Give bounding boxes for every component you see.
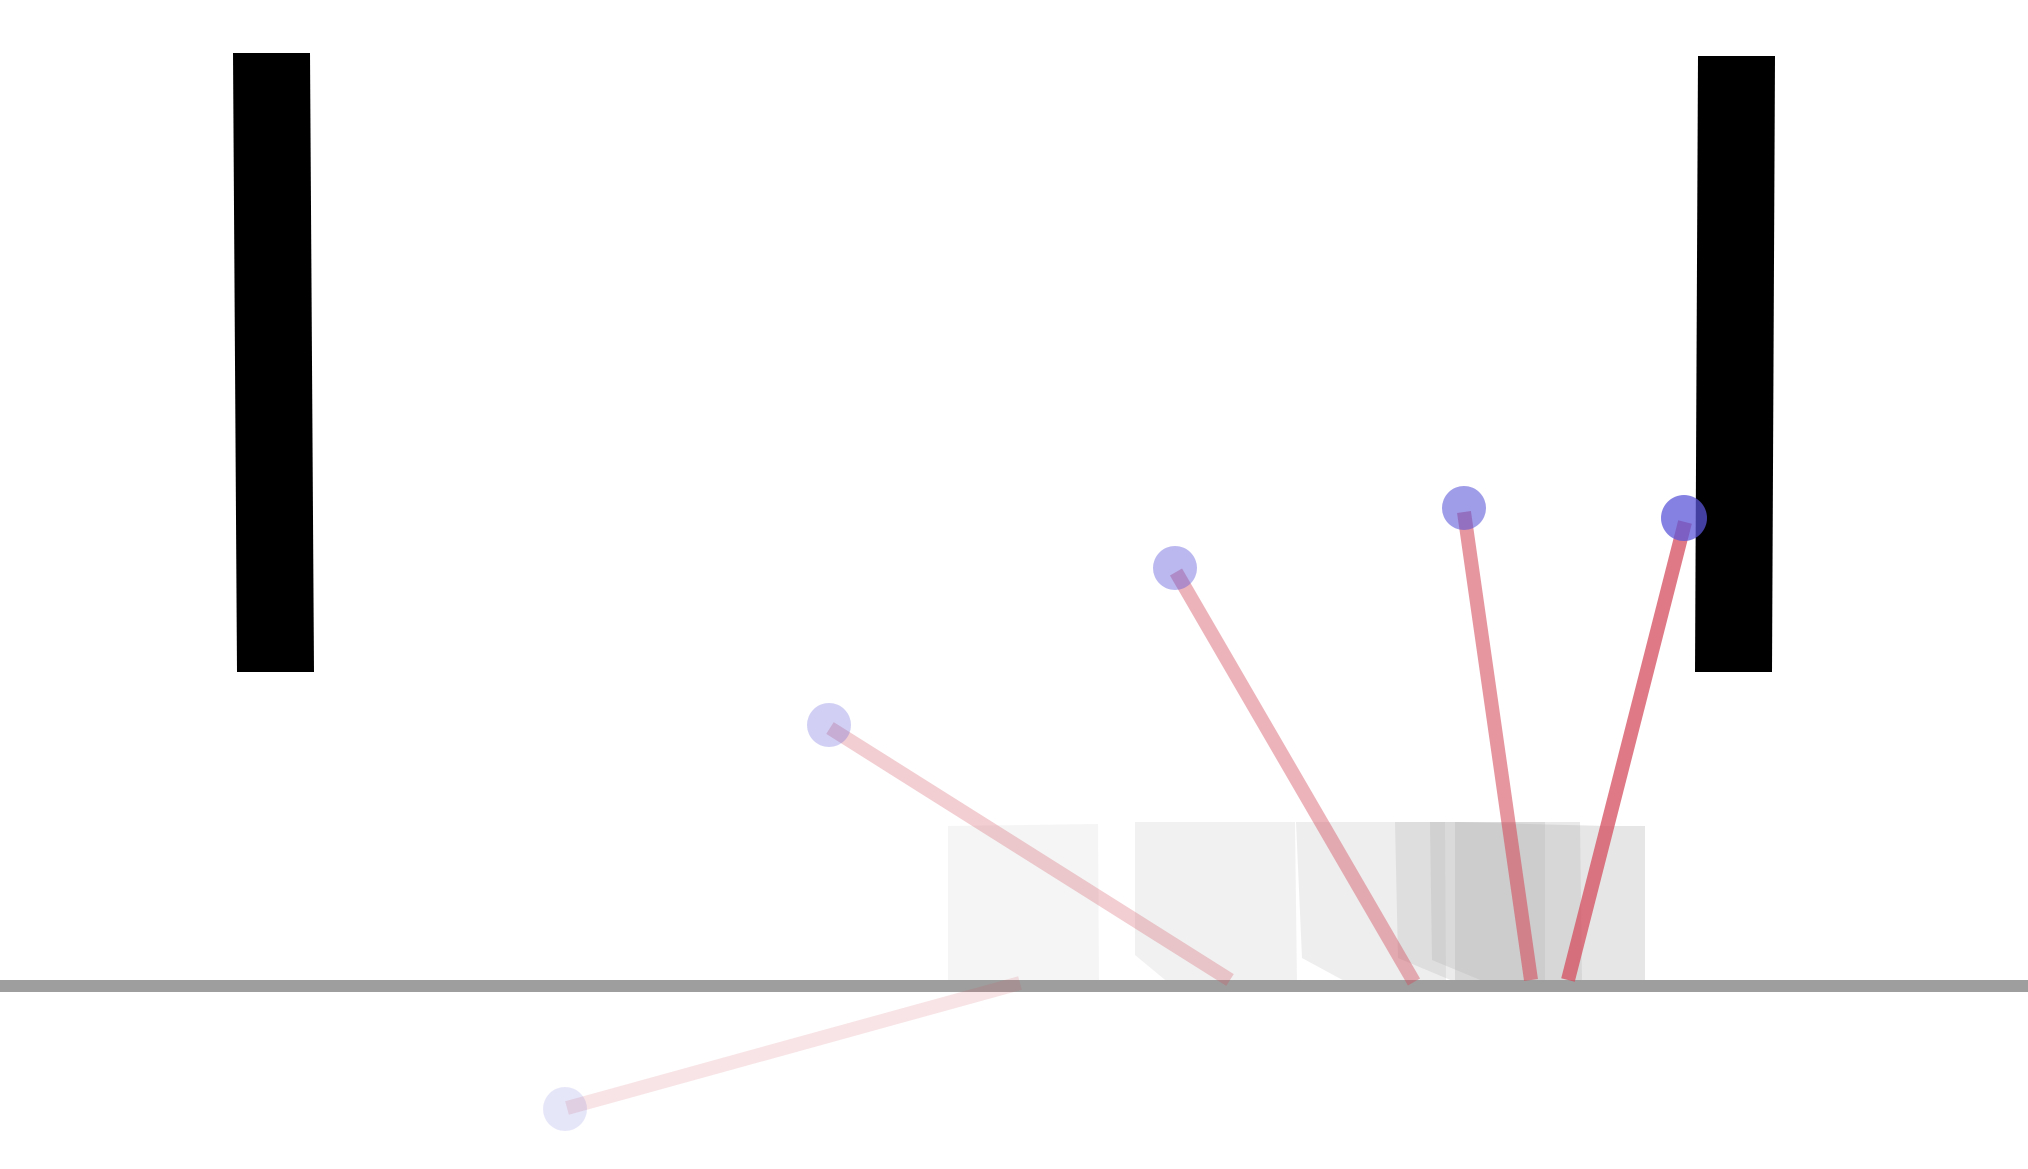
cart-frame-1 — [948, 824, 1099, 984]
pole-frame-2 — [826, 722, 1234, 986]
left-wall — [233, 53, 314, 672]
cart-frame-5 — [1430, 822, 1582, 984]
ground-line — [0, 980, 2028, 992]
pole-frame-3 — [1169, 568, 1421, 986]
pole-frame-1 — [565, 976, 1022, 1115]
pole-frame-5 — [1561, 520, 1692, 982]
bob-frame-5 — [1661, 495, 1707, 541]
bob-frame-3 — [1153, 546, 1197, 590]
bob-frame-4 — [1442, 486, 1486, 530]
cart-trail — [948, 822, 1645, 984]
cart-frame-6 — [1455, 822, 1645, 984]
right-wall — [1695, 56, 1775, 672]
cart-frame-3 — [1296, 822, 1446, 984]
cart-frame-2 — [1135, 822, 1297, 984]
bob-frame-1 — [543, 1087, 587, 1131]
pole-frame-4 — [1457, 511, 1538, 981]
bob-frame-2 — [807, 703, 851, 747]
pole-trail — [543, 486, 1707, 1131]
